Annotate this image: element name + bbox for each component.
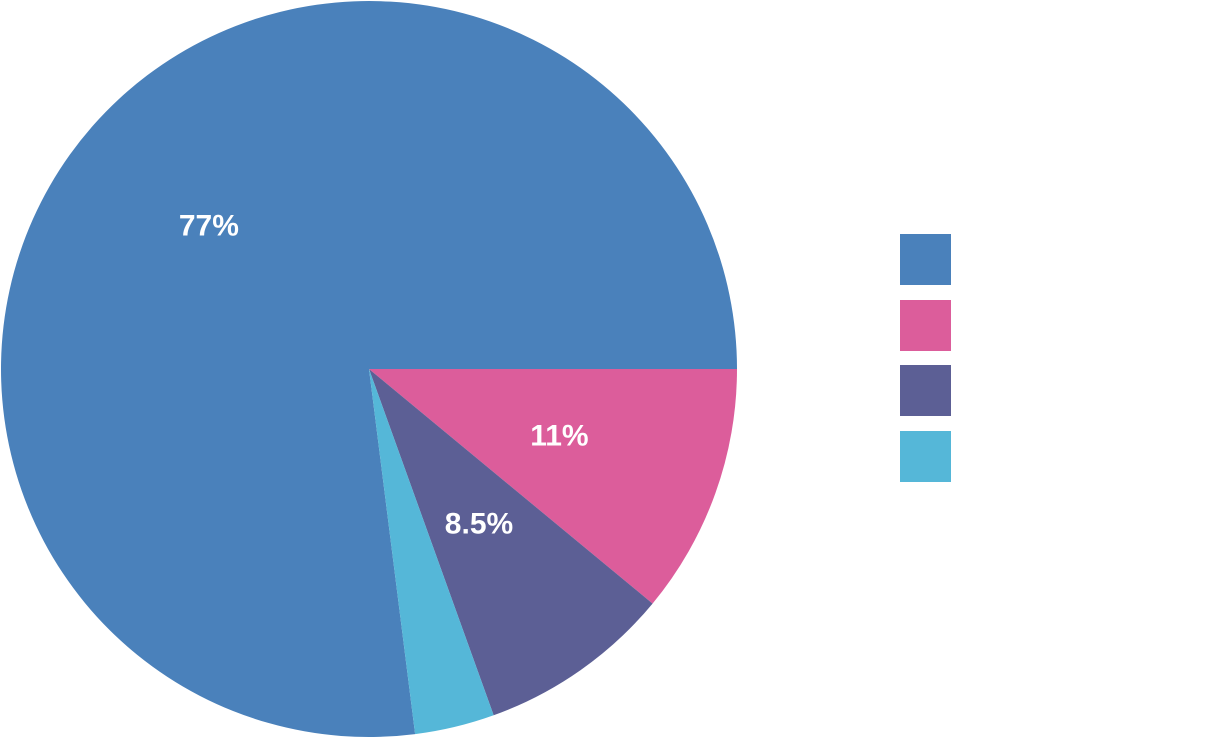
pie-slice-2 bbox=[369, 369, 737, 604]
legend-swatch-2 bbox=[900, 300, 951, 351]
slice-labels-layer: 77% 11% 8.5% bbox=[179, 210, 589, 541]
slice-label-1: 77% bbox=[179, 210, 239, 243]
slice-label-2: 11% bbox=[530, 420, 588, 453]
legend-swatch-3 bbox=[900, 365, 951, 416]
slices-layer bbox=[1, 1, 738, 738]
pie-slice-3 bbox=[369, 369, 653, 716]
pie-slice-4 bbox=[369, 369, 494, 735]
pie-slice-1 bbox=[1, 1, 738, 738]
legend-swatch-1 bbox=[900, 234, 951, 285]
legend-swatch-4 bbox=[900, 431, 951, 482]
slice-label-3: 8.5% bbox=[445, 508, 513, 541]
